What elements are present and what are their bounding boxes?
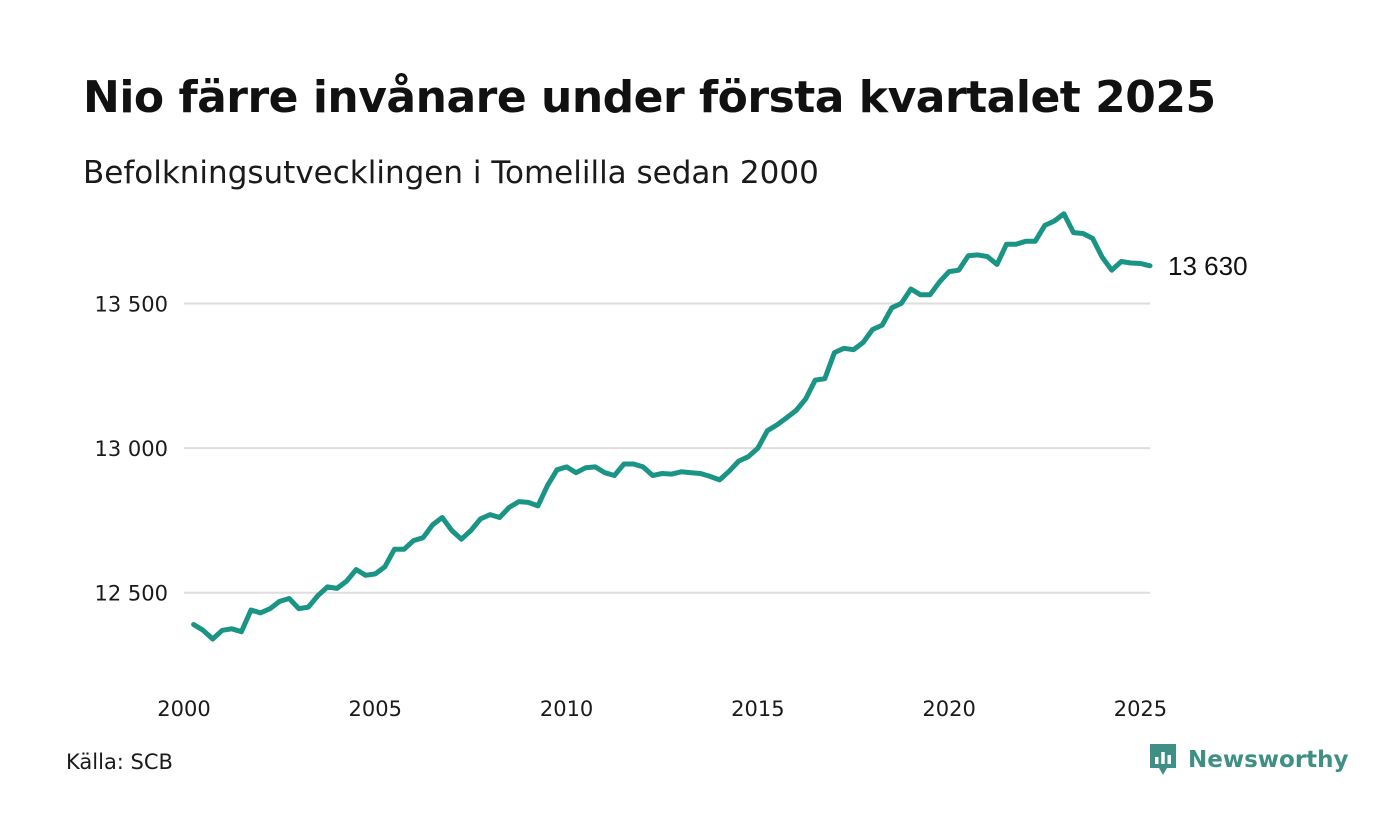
series-line [191, 211, 1153, 642]
x-tick-label: 2015 [731, 697, 784, 721]
x-tick-label: 2010 [540, 697, 593, 721]
end-value-label: 13 630 [1168, 251, 1248, 281]
chart-subtitle: Befolkningsutvecklingen i Tomelilla seda… [83, 155, 819, 191]
newsworthy-logo-icon [1150, 744, 1176, 775]
x-tick-label: 2000 [157, 697, 210, 721]
x-tick-label: 2005 [349, 697, 402, 721]
brand-name: Newsworthy [1188, 747, 1349, 773]
chart-title: Nio färre invånare under första kvartale… [83, 72, 1216, 123]
y-tick-label: 13 500 [95, 292, 168, 316]
y-tick-label: 13 000 [95, 437, 168, 461]
y-tick-label: 12 500 [95, 582, 168, 606]
source-note: Källa: SCB [66, 750, 173, 774]
x-tick-label: 2025 [1114, 697, 1167, 721]
newsworthy-logo: Newsworthy [1148, 742, 1349, 778]
x-tick-label: 2020 [922, 697, 975, 721]
